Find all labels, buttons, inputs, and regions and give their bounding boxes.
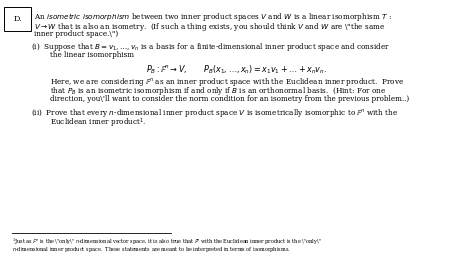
Text: Here, we are considering $\mathbb{F}^n$ as an inner product space with the Eucli: Here, we are considering $\mathbb{F}^n$ … [50,76,404,88]
Text: An $\it{isometric\ isomorphism}$ between two inner product spaces $V$ and $W$ is: An $\it{isometric\ isomorphism}$ between… [34,11,392,23]
Text: $V \to W$ that is also an isometry.  (If such a thing exists, you should think $: $V \to W$ that is also an isometry. (If … [34,21,385,33]
Text: $^1$Just as $\mathbb{F}^n$ is the \"only\" $n$-dimensional vector space, it is a: $^1$Just as $\mathbb{F}^n$ is the \"only… [12,236,322,247]
Text: D.: D. [13,15,22,23]
Text: $P_B : \mathbb{F}^n \to V, \qquad P_B(x_1, \ldots, x_n) = x_1 v_1 + \ldots + x_n: $P_B : \mathbb{F}^n \to V, \qquad P_B(x_… [146,63,328,76]
Text: inner product space.\"): inner product space.\") [34,30,118,38]
FancyBboxPatch shape [4,7,31,31]
Text: Euclidean inner product$^1$.: Euclidean inner product$^1$. [50,117,146,130]
Text: direction, you\'ll want to consider the norm condition for an isometry from the : direction, you\'ll want to consider the … [50,95,409,103]
Text: that $P_B$ is an isometric isomorphism if and only if $B$ is an orthonormal basi: that $P_B$ is an isometric isomorphism i… [50,85,386,97]
Text: (i)  Suppose that $B = v_1, \ldots, v_n$ is a basis for a finite-dimensional inn: (i) Suppose that $B = v_1, \ldots, v_n$ … [31,41,390,53]
Text: the linear isomorphism: the linear isomorphism [50,51,134,59]
Text: (ii)  Prove that every $n$-dimensional inner product space $V$ is isometrically : (ii) Prove that every $n$-dimensional in… [31,107,398,119]
Text: $n$-dimensional inner product space.  These statements are meant to be interpret: $n$-dimensional inner product space. The… [12,245,291,254]
